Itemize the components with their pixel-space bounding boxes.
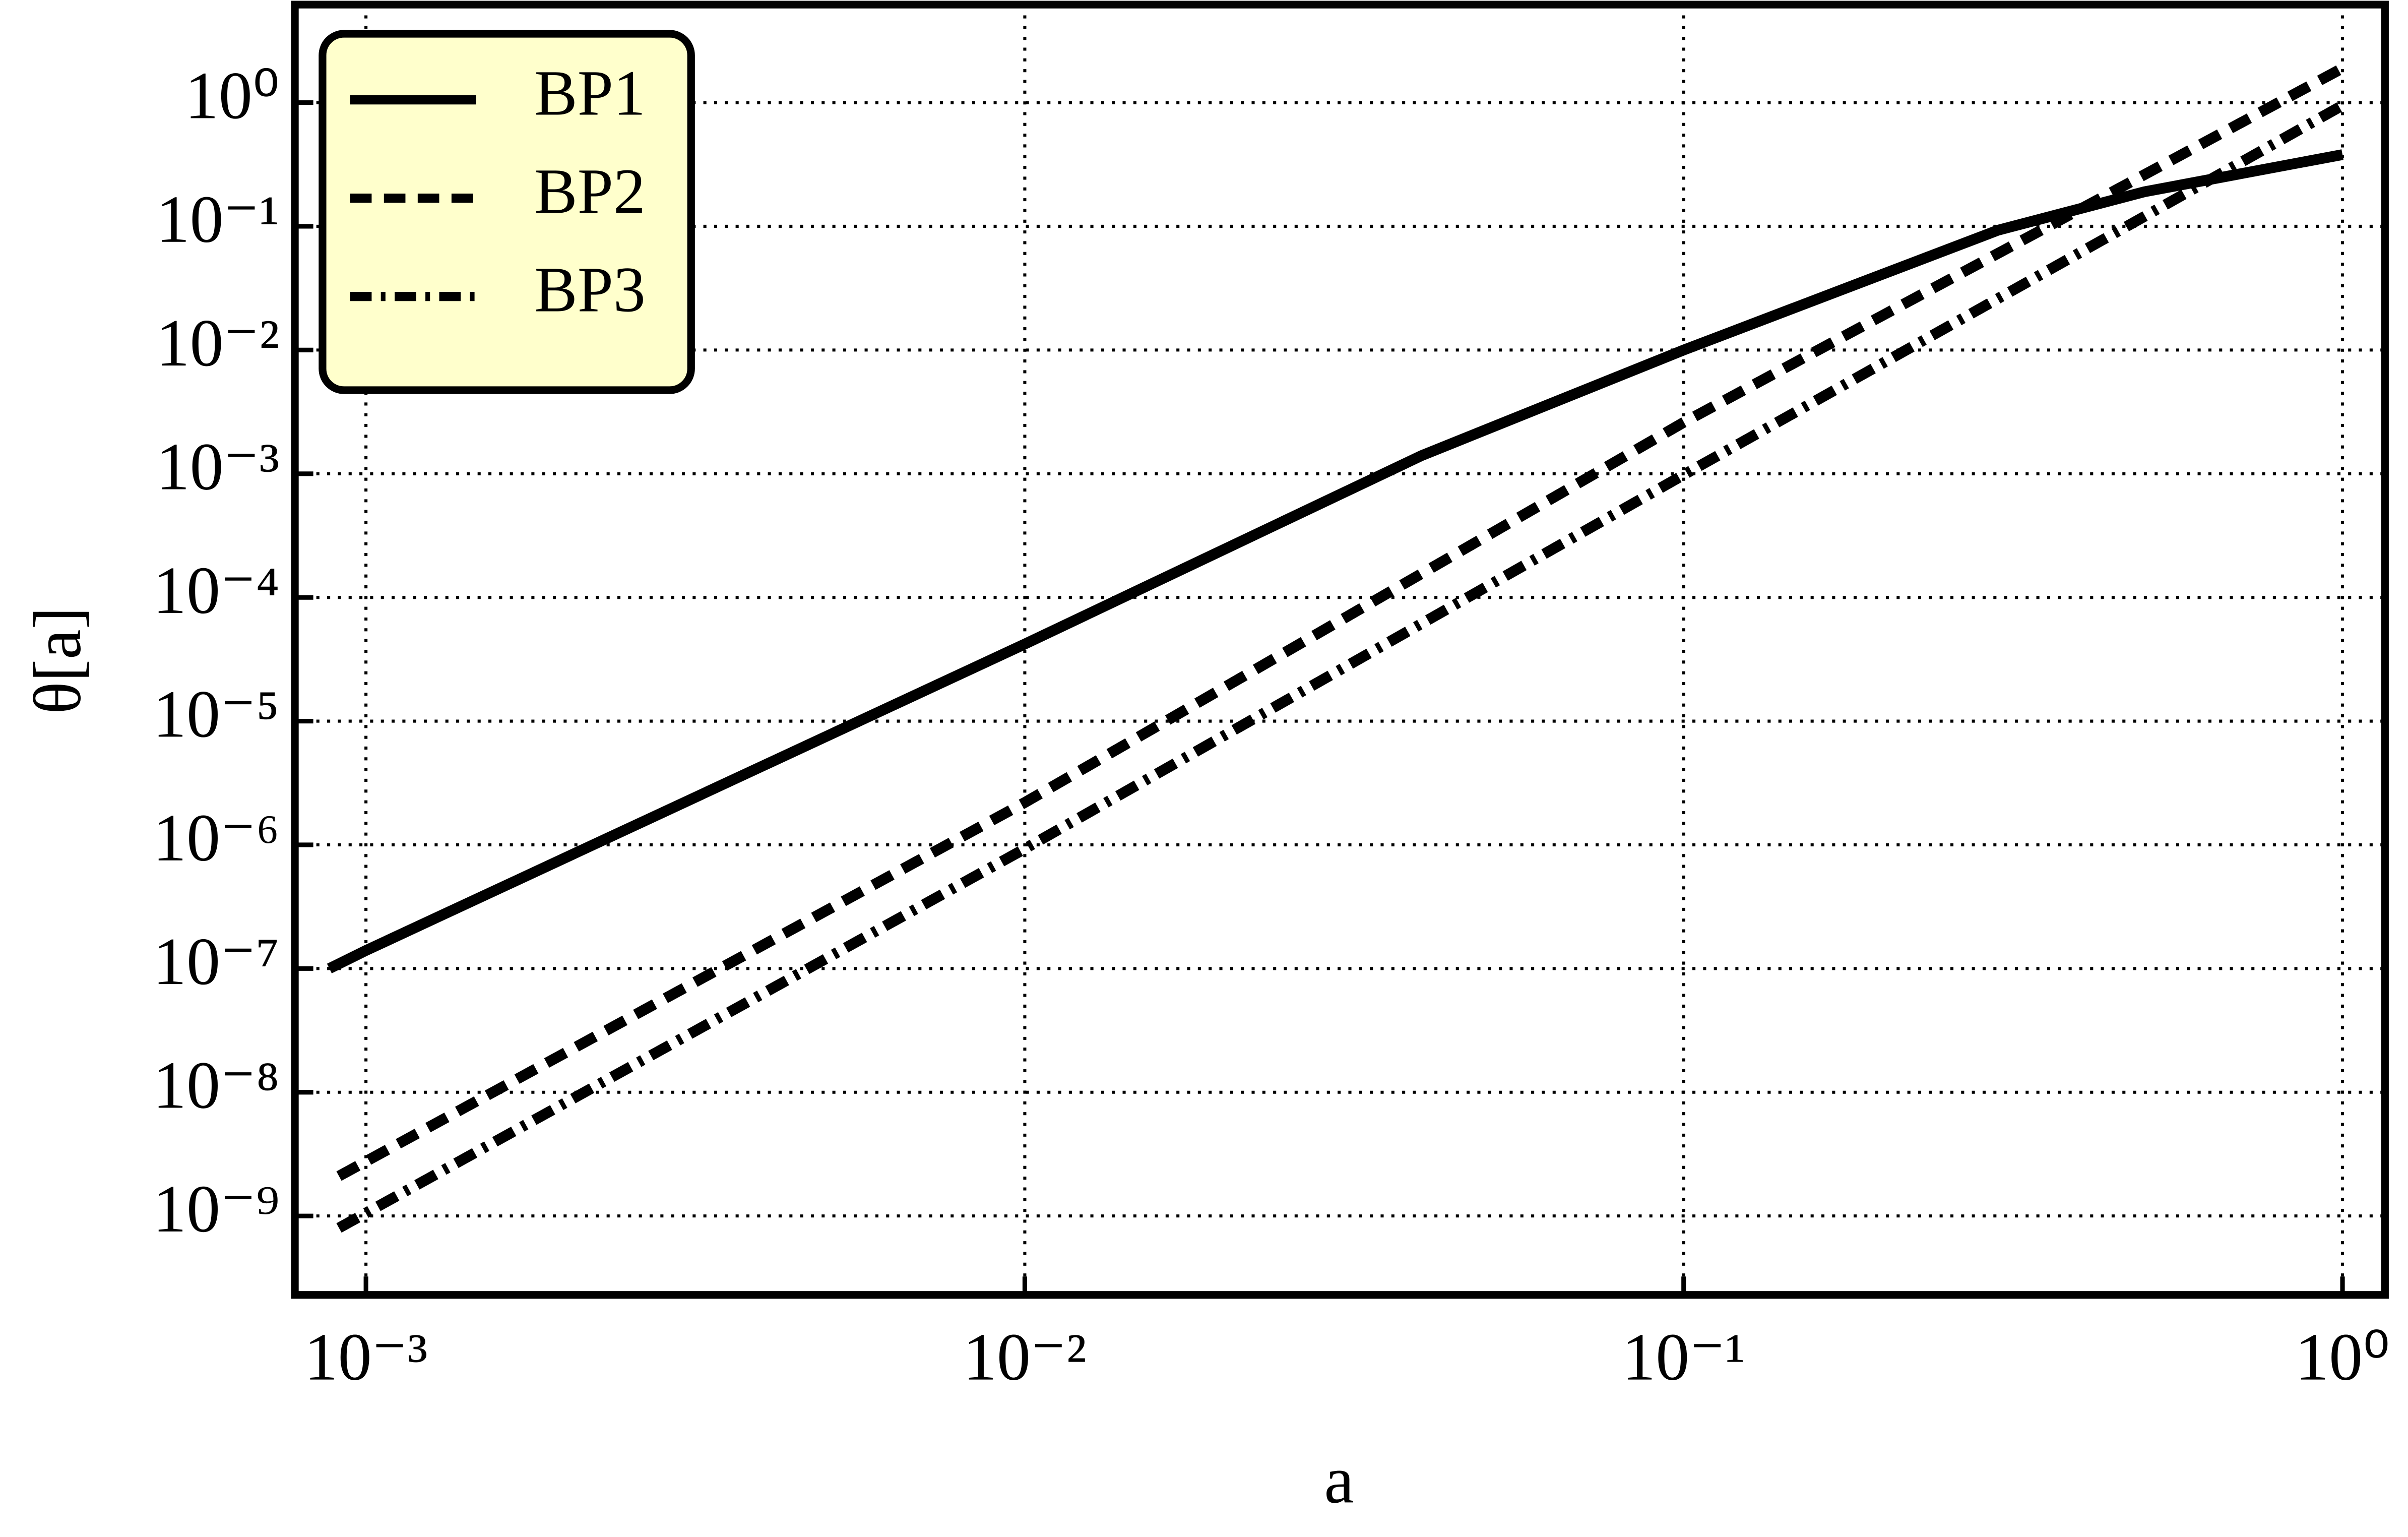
y-tick-label: 10⁻⁴ [153, 554, 280, 628]
x-tick-label: 10⁻³ [304, 1320, 428, 1395]
legend: BP1 BP2 BP3 [319, 30, 695, 394]
y-tick-label: 10⁻³ [156, 430, 280, 505]
y-tick-label: 10⁻⁵ [153, 677, 280, 752]
x-tick-label: 10⁻² [963, 1320, 1087, 1395]
y-tick-label: 10⁰ [185, 58, 280, 133]
x-axis-label: a [1324, 1443, 1354, 1517]
y-tick-label: 10⁻⁹ [153, 1172, 280, 1247]
plot-frame [291, 1, 2389, 1299]
legend-label: BP3 [534, 254, 646, 325]
data-line [336, 63, 2346, 1181]
y-tick-label: 10⁻⁶ [153, 801, 280, 876]
y-tick-label: 10⁻⁸ [153, 1049, 280, 1123]
y-tick-label: 10⁻² [156, 306, 280, 381]
legend-label: BP2 [534, 155, 646, 227]
y-axis-label: θ[a] [21, 607, 95, 714]
y-tick-label: 10⁻⁷ [153, 925, 280, 999]
x-tick-label: 10⁻¹ [1622, 1320, 1745, 1395]
x-tick-label: 10⁰ [2295, 1320, 2390, 1395]
data-line [336, 100, 2346, 1233]
data-line [327, 149, 2344, 973]
legend-label: BP1 [534, 57, 646, 129]
y-tick-label: 10⁻¹ [156, 182, 280, 257]
